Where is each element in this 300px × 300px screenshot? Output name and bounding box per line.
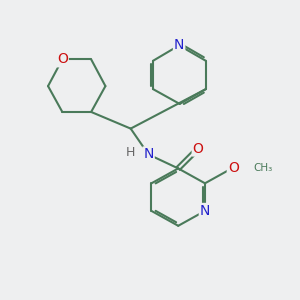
Text: O: O	[57, 52, 68, 66]
Text: N: N	[200, 204, 210, 218]
Text: H: H	[125, 146, 135, 160]
Text: CH₃: CH₃	[253, 164, 272, 173]
Text: O: O	[193, 142, 204, 155]
Text: N: N	[143, 148, 154, 161]
Text: O: O	[228, 161, 239, 176]
Text: N: N	[174, 38, 184, 52]
